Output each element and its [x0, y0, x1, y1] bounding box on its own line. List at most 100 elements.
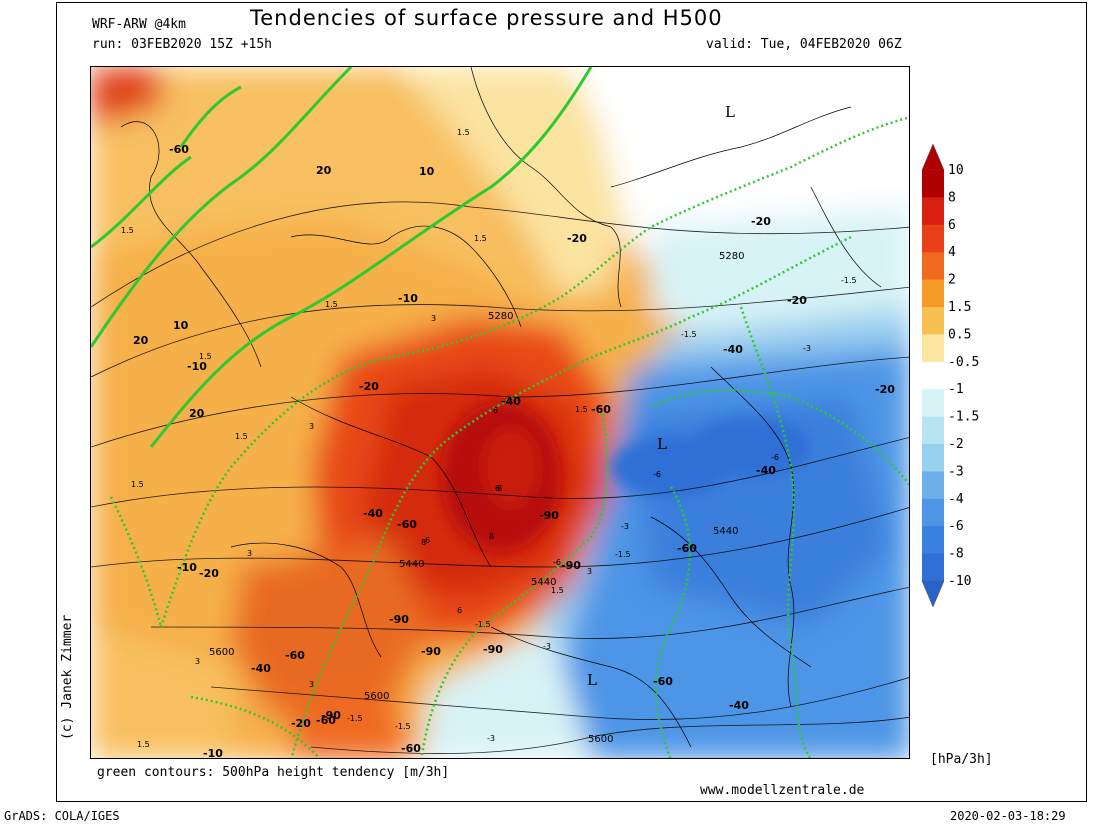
tendency-label: -20 — [787, 294, 807, 307]
colorbar-tick-label: -10 — [948, 574, 971, 589]
pressure-label: 3 — [309, 680, 314, 689]
colorbar-swatch — [922, 252, 944, 281]
tendency-label: -40 — [251, 662, 271, 675]
colorbar-swatch — [922, 307, 944, 335]
height-label: 5600 — [364, 691, 389, 702]
colorbar-tick-label: -4 — [948, 492, 964, 507]
height-label: 5600 — [588, 734, 613, 745]
colorbar-tick-label: -8 — [948, 547, 964, 562]
colorbar-swatches — [921, 143, 945, 608]
pressure-label: -3 — [803, 344, 811, 353]
pressure-label: -1.5 — [475, 620, 491, 629]
tendency-label: -60 — [677, 542, 697, 555]
pressure-label: -1.5 — [615, 550, 631, 559]
tendency-label: -10 — [203, 747, 223, 759]
pressure-label: 1.5 — [121, 226, 134, 235]
pressure-label: -3 — [543, 642, 551, 651]
colorbar-swatch — [922, 197, 944, 226]
pressure-label: -1.5 — [347, 714, 363, 723]
tendency-label: -90 — [321, 709, 341, 722]
tendency-label: -20 — [291, 717, 311, 730]
pressure-label: 3 — [309, 422, 314, 431]
height-tendency-labels: -60 20 20 10 -10 -10 -20 -20 -20 -20 -20… — [133, 143, 895, 759]
tendency-label: -60 — [285, 649, 305, 662]
pressure-label: 1.5 — [575, 405, 588, 414]
low-pressure-markers: L L L — [587, 103, 735, 689]
tendency-label: -20 — [751, 215, 771, 228]
tendency-map: 5280 5280 5440 5440 5440 5600 5600 5600 … — [91, 67, 909, 759]
colorbar-tick-label: 8 — [948, 190, 956, 205]
tendency-label: -10 — [177, 561, 197, 574]
contours-note: green contours: 500hPa height tendency [… — [97, 765, 450, 780]
pressure-label: -1.5 — [681, 330, 697, 339]
pressure-label: 8 — [489, 532, 494, 541]
colorbar-swatch — [922, 334, 944, 363]
height-tendency-contours-dotted — [109, 116, 909, 758]
tendency-label: -60 — [401, 742, 421, 755]
tendency-label: 10 — [419, 165, 435, 178]
colorbar-tick-label: -1 — [948, 382, 964, 397]
colorbar-bottom-arrow — [921, 580, 945, 608]
pressure-label: -3 — [487, 734, 495, 743]
colorbar-swatch — [922, 498, 944, 527]
run-label: run: 03FEB2020 15Z +15h — [92, 37, 273, 52]
valid-label: valid: Tue, 04FEB2020 06Z — [706, 37, 902, 52]
geopotential-isolines — [91, 201, 909, 754]
tendency-label: -90 — [561, 559, 581, 572]
colorbar-unit: [hPa/3h] — [930, 752, 993, 767]
pressure-label: 3 — [247, 549, 252, 558]
pressure-label: -3 — [621, 522, 629, 531]
pressure-label: 1.5 — [235, 432, 248, 441]
copyright-credit: (c) Janek Zimmer — [60, 614, 75, 740]
tendency-label: -40 — [363, 507, 383, 520]
pressure-label: 6 — [425, 536, 430, 545]
colorbar-tick-label: 4 — [948, 245, 956, 260]
height-label: 5440 — [399, 559, 424, 570]
colorbar-tick-label: 10 — [948, 163, 964, 178]
tendency-label: -60 — [653, 675, 673, 688]
grads-credit: GrADS: COLA/IGES — [4, 809, 120, 823]
pressure-label: -6 — [553, 558, 561, 567]
colorbar-tick-label: -1.5 — [948, 410, 979, 425]
colorbar-swatch — [922, 471, 944, 500]
tendency-label: -20 — [875, 383, 895, 396]
pressure-label: -6 — [653, 470, 661, 479]
colorbar-tick-label: -2 — [948, 437, 964, 452]
colorbar: 10 8 6 4 2 1.5 0.5 -0.5 -1 -1.5 -2 -3 -4 -6 -8 -10 — [921, 143, 979, 608]
height-label: 5440 — [531, 577, 556, 588]
colorbar-tick-label: -0.5 — [948, 355, 979, 370]
pressure-label: 6 — [495, 484, 500, 493]
tendency-label: -90 — [539, 509, 559, 522]
timestamp: 2020-02-03-18:29 — [950, 809, 1066, 823]
pressure-label: 1.5 — [551, 586, 564, 595]
pressure-core — [441, 402, 811, 552]
isoline-value-labels: 5280 5280 5440 5440 5440 5600 5600 5600 — [209, 251, 744, 745]
tendency-label: -90 — [483, 643, 503, 656]
country-borders — [120, 67, 882, 748]
colorbar-labels: 10 8 6 4 2 1.5 0.5 -0.5 -1 -1.5 -2 -3 -4 -6 -8 -10 — [948, 163, 979, 589]
height-label: 5280 — [488, 311, 513, 322]
colorbar-swatch — [922, 444, 944, 472]
pressure-label: 1.5 — [325, 300, 338, 309]
tendency-label: -20 — [199, 567, 219, 580]
tendency-label: 20 — [189, 407, 205, 420]
colorbar-swatch — [922, 389, 944, 418]
tendency-label: -10 — [398, 292, 418, 305]
tendency-label: -40 — [729, 699, 749, 712]
tendency-label: -60 — [397, 518, 417, 531]
colorbar-tick-label: 6 — [948, 218, 956, 233]
pressure-tendency-labels: 1.5 1.5 1.5 1.5 1.5 1.5 1.5 1.5 1.5 1.5 … — [121, 128, 857, 749]
height-label: 5600 — [209, 647, 234, 658]
model-label: WRF-ARW @4km — [92, 17, 186, 32]
tendency-label: -20 — [567, 232, 587, 245]
pressure-label: 8 — [421, 538, 426, 547]
colorbar-tick-label: 1.5 — [948, 300, 971, 315]
tendency-label: -20 — [359, 380, 379, 393]
tendency-label: -10 — [187, 360, 207, 373]
colorbar-swatch — [922, 224, 944, 253]
colorbar-tick-label: -6 — [948, 519, 964, 534]
colorbar-swatch — [922, 416, 944, 445]
tendency-label: -90 — [421, 645, 441, 658]
pressure-label: -6 — [771, 453, 779, 462]
pressure-label: 1.5 — [199, 352, 212, 361]
